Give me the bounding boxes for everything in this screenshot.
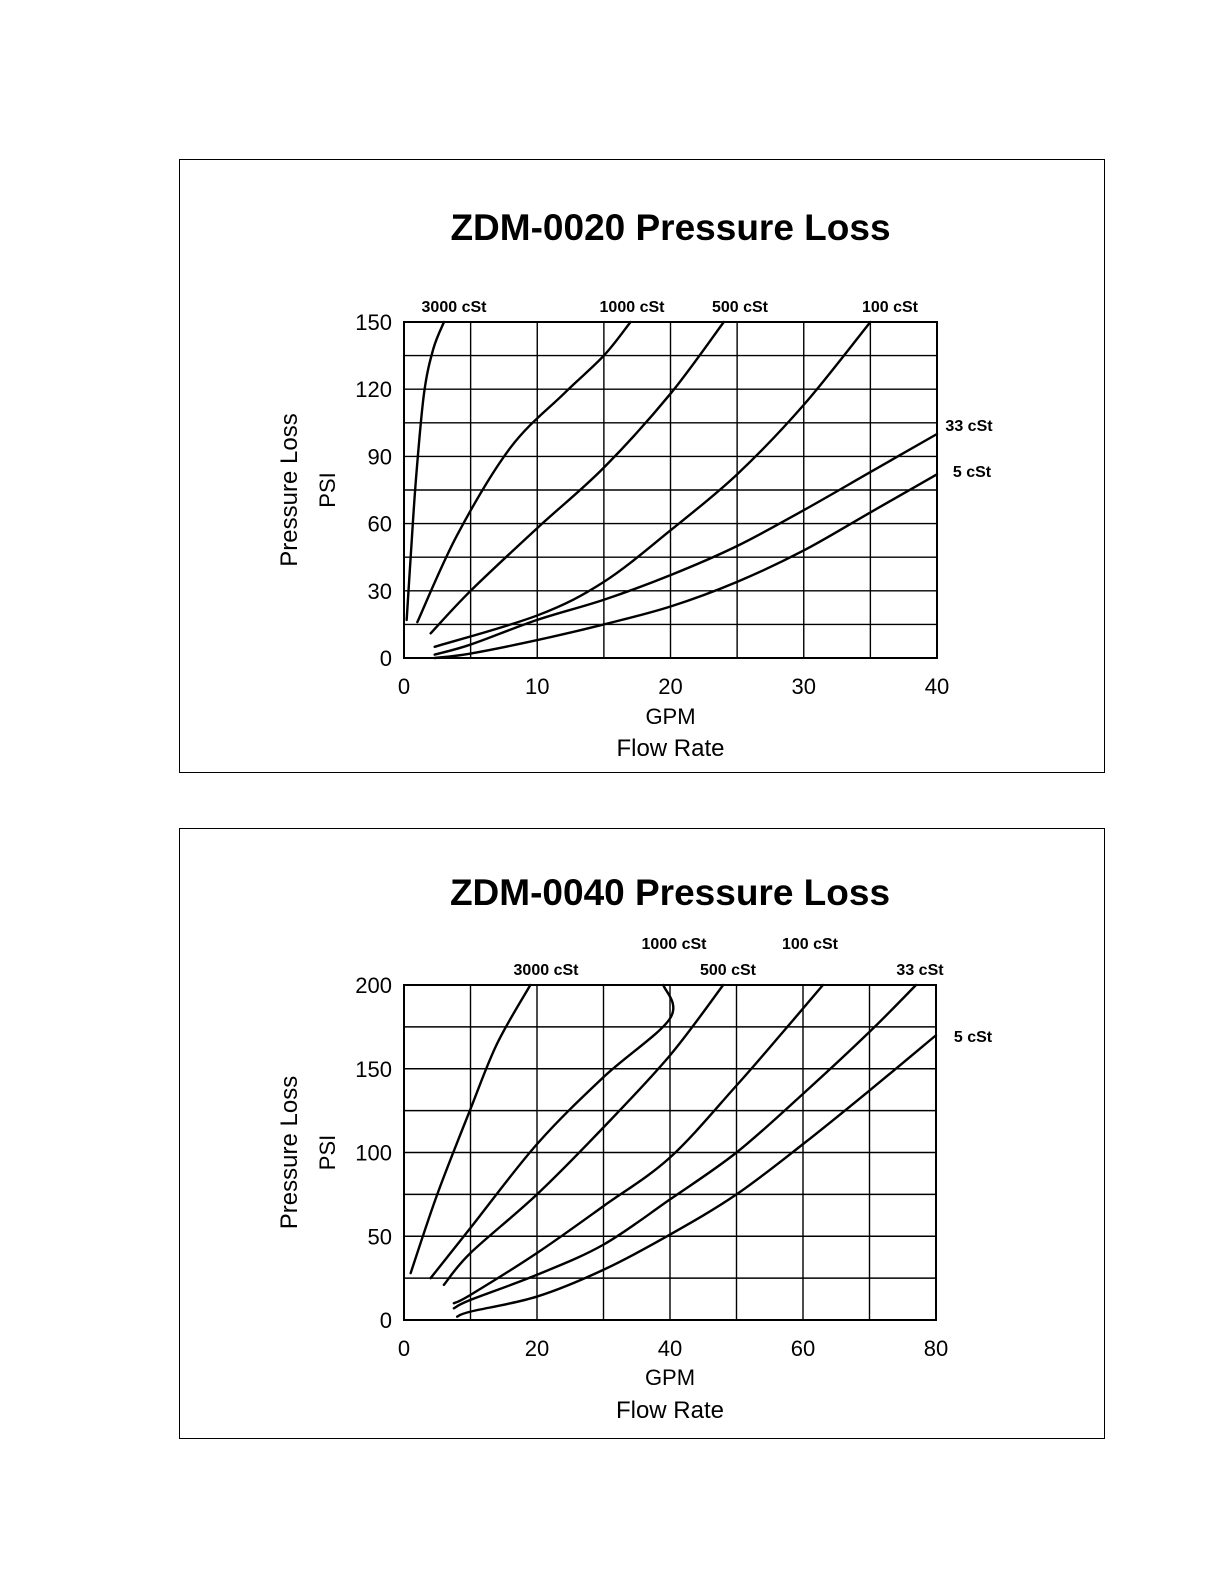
series-line-33-cst (433, 432, 939, 656)
x-tick-label: 0 (398, 1336, 410, 1361)
y-axis-title: Pressure Loss (276, 413, 303, 566)
x-tick-label: 20 (525, 1336, 549, 1361)
x-tick-label: 80 (924, 1336, 948, 1361)
series-line-3000-cst (405, 320, 446, 622)
y-axis-unit-label: PSI (315, 472, 340, 507)
series-line-5-cst (456, 1034, 938, 1318)
series-line-1000-cst (416, 320, 632, 624)
y-tick-label: 30 (368, 579, 392, 604)
chart-title: ZDM-0040 Pressure Loss (450, 872, 890, 913)
series-line-500-cst (429, 320, 725, 635)
x-tick-label: 30 (792, 674, 816, 699)
series-line-33-cst (452, 983, 918, 1310)
series-label-1000-cst: 1000 cSt (600, 299, 666, 316)
series-label-500-cst: 500 cSt (712, 299, 769, 316)
x-axis-title: Flow Rate (616, 735, 724, 762)
y-tick-label: 0 (380, 646, 392, 671)
x-tick-label: 60 (791, 1336, 815, 1361)
series-line-100-cst (433, 320, 872, 648)
x-tick-label: 40 (925, 674, 949, 699)
chart-zdm-0020: ZDM-0020 Pressure Loss 0 10 20 30 40 0 30 60 90 12… (276, 207, 993, 762)
series-label-33-cst: 33 cSt (945, 418, 993, 435)
x-tick-label: 20 (658, 674, 682, 699)
x-axis-title: Flow Rate (616, 1397, 724, 1424)
chart-zdm-0040: ZDM-0040 Pressure Loss 0 20 40 60 80 0 50 100 150… (276, 872, 993, 1424)
y-tick-label: 100 (355, 1141, 392, 1166)
y-tick-label: 50 (368, 1224, 392, 1249)
y-tick-label: 120 (355, 377, 392, 402)
x-axis-unit-label: GPM (645, 1365, 695, 1390)
x-axis-unit-label: GPM (645, 704, 695, 729)
series-line-500-cst (442, 983, 725, 1287)
y-tick-label: 150 (355, 310, 392, 335)
series-label-5-cst: 5 cSt (954, 1029, 993, 1046)
x-tick-label: 40 (658, 1336, 682, 1361)
series-line-3000-cst (409, 983, 532, 1275)
series-line-1000-cst (429, 983, 675, 1280)
series-label-100-cst: 100 cSt (782, 936, 839, 953)
chart-panel-zdm-0020: ZDM-0020 Pressure Loss 0 10 20 30 40 0 30 60 90 12… (179, 159, 1105, 773)
chart-title: ZDM-0020 Pressure Loss (450, 207, 890, 248)
x-tick-label: 10 (525, 674, 549, 699)
series-label-500-cst: 500 cSt (700, 962, 757, 979)
series-label-1000-cst: 1000 cSt (642, 936, 708, 953)
y-tick-label: 150 (355, 1057, 392, 1082)
series-label-5-cst: 5 cSt (953, 464, 992, 481)
chart-panel-zdm-0040: ZDM-0040 Pressure Loss 0 20 40 60 80 0 50 100 150… (179, 828, 1105, 1439)
y-axis-unit-label: PSI (315, 1135, 340, 1170)
y-tick-label: 90 (368, 444, 392, 469)
x-tick-label: 0 (398, 674, 410, 699)
series-line-100-cst (452, 983, 825, 1305)
plot-frame (403, 984, 937, 1321)
series-label-3000-cst: 3000 cSt (514, 962, 580, 979)
series-label-3000-cst: 3000 cSt (422, 299, 488, 316)
series-label-100-cst: 100 cSt (862, 299, 919, 316)
y-tick-label: 60 (368, 512, 392, 537)
series-line-5-cst (433, 473, 939, 660)
y-tick-label: 0 (380, 1308, 392, 1333)
series-label-33-cst: 33 cSt (896, 962, 944, 979)
plot-frame (403, 321, 938, 659)
y-axis-title: Pressure Loss (276, 1076, 303, 1229)
y-tick-label: 200 (355, 973, 392, 998)
